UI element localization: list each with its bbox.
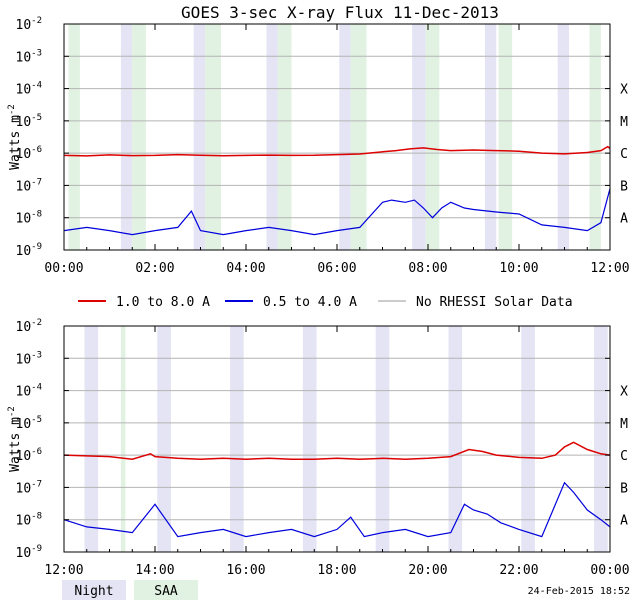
panel-1-series: [63, 145, 611, 236]
panel-1-y-tick-label-2: 10-7: [16, 177, 43, 194]
panel-1-y-tick-label-5: 10-4: [16, 81, 43, 98]
panel-2-y-tick-label-1: 10-8: [16, 512, 43, 529]
legend: 1.0 to 8.0 A 0.5 to 4.0 A No RHESSI Sola…: [78, 295, 573, 310]
panel-2-saa-band-0: [120, 326, 126, 552]
panel-2-series-long: [63, 441, 611, 460]
night-key-label: Night: [74, 584, 113, 599]
panel-1-class-label-C: C: [620, 147, 628, 162]
panel-1-y-tick-label-0: 10-9: [16, 242, 43, 259]
legend-label-short: 0.5 to 4.0 A: [263, 295, 357, 310]
panel-2-x-tick-label-1: 14:00: [135, 563, 174, 578]
panel-1: 10-9 10-8 10-7 10-6 10-5 10-4 10-3 10-2 00:00 02…: [7, 16, 630, 276]
panel-1-bands: [68, 24, 601, 250]
panel-1-grid: [64, 55, 610, 219]
panel-1-class-label-X: X: [620, 83, 628, 98]
panel-1-night-band-3: [339, 24, 351, 250]
panel-1-y-tick-label-1: 10-8: [16, 210, 43, 227]
panel-2-y-tick-label-7: 10-2: [16, 318, 43, 335]
chart-title: GOES 3-sec X-ray Flux 11-Dec-2013: [181, 3, 499, 22]
panel-1-saa-band-4: [350, 24, 367, 250]
panel-2-y-tick-label-0: 10-9: [16, 544, 43, 561]
panel-2-class-label-X: X: [620, 385, 628, 400]
panel-1-y-axis-label: Watts m-2: [7, 104, 23, 170]
panel-2-grid: [64, 357, 610, 521]
panel-1-night-band-6: [557, 24, 570, 250]
panel-1-x-tick-label-1: 02:00: [135, 261, 174, 276]
panel-1-night-band-4: [412, 24, 426, 250]
panel-2-x-tick-label-5: 22:00: [499, 563, 538, 578]
panel-2: 10-9 10-8 10-7 10-6 10-5 10-4 10-3 10-2 12:00 14…: [7, 318, 630, 578]
panel-1-y-tick-label-6: 10-3: [16, 48, 43, 65]
panel-1-x-tick-label-3: 06:00: [317, 261, 356, 276]
panel-2-night-band-7: [594, 326, 608, 552]
panel-2-night-band-6: [521, 326, 535, 552]
panel-2-y-tick-label-6: 10-3: [16, 350, 43, 367]
panel-2-y-tick-labels: 10-9 10-8 10-7 10-6 10-5 10-4 10-3 10-2: [16, 318, 610, 561]
panel-2-y-tick-label-3: 10-6: [16, 447, 43, 464]
night-saa-key: Night SAA: [62, 580, 198, 600]
panel-2-y-axis-label: Watts m-2: [7, 406, 23, 472]
panel-2-series: [63, 441, 611, 538]
panel-1-night-band-0: [120, 24, 133, 250]
panel-2-x-tick-label-3: 18:00: [317, 563, 356, 578]
panel-1-saa-band-0: [68, 24, 80, 250]
footer-timestamp: 24-Feb-2015 18:52: [528, 586, 630, 597]
night-key-swatch: [62, 580, 126, 600]
panel-1-series-short: [63, 188, 611, 236]
saa-key-label: SAA: [154, 584, 178, 599]
panel-1-saa-band-7: [589, 24, 601, 250]
panel-2-y-tick-label-2: 10-7: [16, 479, 43, 496]
panel-2-class-labels: A B C M X: [620, 385, 628, 529]
panel-2-class-label-A: A: [620, 514, 628, 529]
panel-1-x-tick-labels: 00:00 02:00 04:00 06:00 08:00 10:00 12:00: [44, 24, 630, 276]
panel-1-night-band-1: [193, 24, 206, 250]
panel-1-saa-band-2: [205, 24, 221, 250]
panel-1-x-tick-label-0: 00:00: [44, 261, 83, 276]
panel-2-class-label-M: M: [620, 417, 628, 432]
panel-2-night-band-4: [375, 326, 390, 552]
panel-2-y-tick-label-4: 10-5: [16, 415, 43, 432]
panel-2-x-tick-label-4: 20:00: [408, 563, 447, 578]
panel-1-class-labels: A B C M X: [620, 83, 628, 227]
panel-1-saa-band-1: [132, 24, 146, 250]
panel-2-class-label-C: C: [620, 449, 628, 464]
panel-1-class-label-M: M: [620, 115, 628, 130]
panel-1-y-tick-labels: 10-9 10-8 10-7 10-6 10-5 10-4 10-3 10-2: [16, 16, 610, 259]
panel-2-night-band-0: [84, 326, 99, 552]
panel-2-bands: [84, 326, 608, 552]
panel-2-x-tick-label-2: 16:00: [226, 563, 265, 578]
panel-1-y-tick-label-4: 10-5: [16, 113, 43, 130]
panel-2-y-tick-label-5: 10-4: [16, 383, 43, 400]
panel-1-class-label-B: B: [620, 179, 628, 194]
panel-1-x-tick-label-2: 04:00: [226, 261, 265, 276]
panel-2-x-tick-label-0: 12:00: [44, 563, 83, 578]
panel-2-series-short: [63, 481, 611, 538]
panel-1-saa-band-6: [498, 24, 513, 250]
panel-1-series-long: [63, 145, 611, 157]
panel-1-y-tick-label-7: 10-2: [16, 16, 43, 33]
panel-1-x-tick-label-5: 10:00: [499, 261, 538, 276]
panel-2-night-band-5: [448, 326, 463, 552]
panel-1-class-label-A: A: [620, 212, 628, 227]
panel-2-night-band-2: [230, 326, 244, 552]
panel-1-saa-band-5: [425, 24, 440, 250]
panel-1-saa-band-3: [277, 24, 292, 250]
panel-1-x-tick-label-4: 08:00: [408, 261, 447, 276]
legend-label-no-rhessi: No RHESSI Solar Data: [416, 295, 573, 310]
panel-1-night-band-5: [484, 24, 497, 250]
panel-2-x-tick-label-6: 00:00: [590, 563, 629, 578]
panel-1-y-tick-label-3: 10-6: [16, 145, 43, 162]
panel-2-class-label-B: B: [620, 481, 628, 496]
panel-1-x-tick-label-6: 12:00: [590, 261, 629, 276]
saa-key-swatch: [134, 580, 198, 600]
panel-2-night-band-1: [157, 326, 171, 552]
legend-label-long: 1.0 to 8.0 A: [116, 295, 210, 310]
panel-2-night-band-3: [302, 326, 317, 552]
panel-1-night-band-2: [266, 24, 278, 250]
panel-2-x-tick-labels: 12:00 14:00 16:00 18:00 20:00 22:00 00:00: [44, 326, 630, 578]
